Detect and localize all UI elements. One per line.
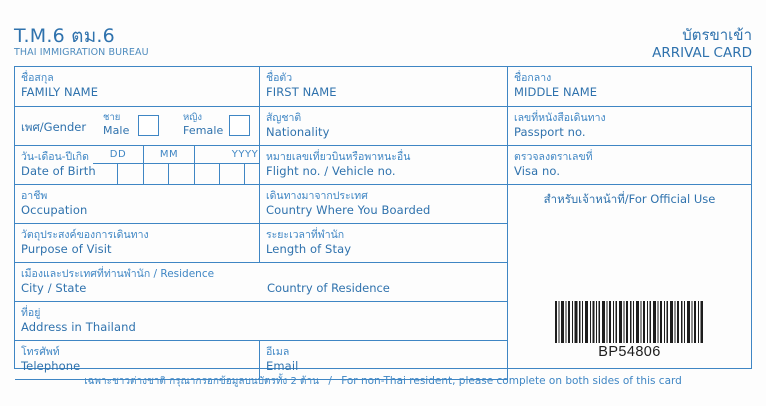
gender-options: เพศ/Gender ชาย Male หญิง Female <box>15 107 259 145</box>
field-address-in-thailand[interactable]: ที่อยู่ Address in Thailand <box>15 302 508 341</box>
dob-group-day: DD <box>93 146 144 184</box>
field-flight-no-label: หมายเลขเที่ยวบินหรือพาหนะอื่น Flight no.… <box>266 151 411 178</box>
field-telephone-label: โทรศัพท์ Telephone <box>21 346 81 373</box>
dob-month-cells <box>144 164 194 184</box>
gender-label: เพศ/Gender <box>21 120 87 134</box>
barcode-area: BP54806 <box>508 301 751 360</box>
dob-day-header: DD <box>93 146 143 164</box>
gender-male-checkbox[interactable] <box>138 115 159 136</box>
field-nationality-label: สัญชาติ Nationality <box>266 112 330 139</box>
field-residence[interactable]: เมืองและประเทศที่ท่านพำนัก / Residence C… <box>15 263 508 302</box>
field-length-of-stay-label: ระยะเวลาที่พำนัก Length of Stay <box>266 229 352 256</box>
field-visa-no[interactable]: ตรวจลงตราเลขที่ Visa no. <box>508 146 751 185</box>
gender-male-label: ชาย Male <box>103 112 130 137</box>
barcode-image <box>554 301 703 343</box>
field-first-name-label: ชื่อตัว FIRST NAME <box>266 72 337 99</box>
field-email-label: อีเมล Email <box>266 346 299 373</box>
field-date-of-birth[interactable]: วัน-เดือน-ปีเกิด Date of Birth DD MM <box>15 146 260 185</box>
card-title-thai: บัตรขาเข้า <box>682 26 752 44</box>
dob-month-cell[interactable] <box>144 164 169 184</box>
field-family-name-label: ชื่อสกุล FAMILY NAME <box>21 72 99 99</box>
field-country-boarded-label: เดินทางมาจากประเทศ Country Where You Boa… <box>266 190 431 217</box>
dob-day-cell[interactable] <box>93 164 118 184</box>
form-code-title: T.M.6 ตม.6 <box>14 25 115 47</box>
dob-year-cell[interactable] <box>195 164 220 184</box>
form-grid: ชื่อสกุล FAMILY NAME ชื่อตัว FIRST NAME … <box>14 66 752 380</box>
dob-month-header: MM <box>144 146 194 164</box>
dob-year-cell[interactable] <box>220 164 245 184</box>
dob-day-cell[interactable] <box>118 164 143 184</box>
field-country-boarded[interactable]: เดินทางมาจากประเทศ Country Where You Boa… <box>260 185 508 224</box>
dob-month-cell[interactable] <box>169 164 194 184</box>
field-date-of-birth-label: วัน-เดือน-ปีเกิด Date of Birth <box>21 151 96 178</box>
bureau-name: THAI IMMIGRATION BUREAU <box>14 47 149 58</box>
official-use-title: สำหรับเจ้าหน้าที่/For Official Use <box>543 192 716 206</box>
card-title-english: ARRIVAL CARD <box>652 45 752 61</box>
field-middle-name[interactable]: ชื่อกลาง MIDDLE NAME <box>508 67 751 107</box>
dob-year-cells <box>195 164 259 184</box>
field-flight-no[interactable]: หมายเลขเที่ยวบินหรือพาหนะอื่น Flight no.… <box>260 146 508 185</box>
field-passport-no[interactable]: เลขที่หนังสือเดินทาง Passport no. <box>508 107 751 146</box>
field-visa-no-label: ตรวจลงตราเลขที่ Visa no. <box>514 151 593 178</box>
field-purpose-of-visit[interactable]: วัตถุประสงค์ของการเดินทาง Purpose of Vis… <box>15 224 260 263</box>
field-first-name[interactable]: ชื่อตัว FIRST NAME <box>260 67 508 107</box>
field-passport-no-label: เลขที่หนังสือเดินทาง Passport no. <box>514 112 606 139</box>
field-telephone[interactable]: โทรศัพท์ Telephone <box>15 341 260 380</box>
field-gender[interactable]: เพศ/Gender ชาย Male หญิง Female <box>15 107 260 146</box>
dob-segment-boxes[interactable]: DD MM YYYY <box>93 146 259 184</box>
dob-group-month: MM <box>144 146 195 184</box>
footer-separator: / <box>328 375 332 387</box>
field-country-of-residence-label: Country of Residence <box>267 281 390 295</box>
dob-year-header: YYYY <box>195 146 259 164</box>
field-address-in-thailand-label: ที่อยู่ Address in Thailand <box>21 307 136 334</box>
footer-english-text: For non-Thai resident, please complete o… <box>341 375 682 387</box>
header-right: บัตรขาเข้า ARRIVAL CARD <box>652 26 752 61</box>
dob-day-cells <box>93 164 143 184</box>
barcode-number: BP54806 <box>598 344 661 360</box>
card-footer: เฉพาะชาวต่างชาติ กรุณากรอกข้อมูลบนบัตรทั… <box>0 374 766 389</box>
field-occupation-label: อาชีพ Occupation <box>21 190 88 217</box>
dob-year-cell[interactable] <box>245 164 259 184</box>
footer-thai-text: เฉพาะชาวต่างชาติ กรุณากรอกข้อมูลบนบัตรทั… <box>84 376 319 387</box>
field-purpose-of-visit-label: วัตถุประสงค์ของการเดินทาง Purpose of Vis… <box>21 229 149 256</box>
card-header: T.M.6 ตม.6 THAI IMMIGRATION BUREAU บัตรข… <box>14 26 752 64</box>
field-residence-label: เมืองและประเทศที่ท่านพำนัก / Residence C… <box>21 268 215 295</box>
header-left: T.M.6 ตม.6 THAI IMMIGRATION BUREAU <box>14 26 149 59</box>
field-nationality[interactable]: สัญชาติ Nationality <box>260 107 508 146</box>
field-middle-name-label: ชื่อกลาง MIDDLE NAME <box>514 72 598 99</box>
official-use-panel: สำหรับเจ้าหน้าที่/For Official Use <box>508 185 751 368</box>
field-occupation[interactable]: อาชีพ Occupation <box>15 185 260 224</box>
dob-group-year: YYYY <box>195 146 259 184</box>
field-length-of-stay[interactable]: ระยะเวลาที่พำนัก Length of Stay <box>260 224 508 263</box>
field-family-name[interactable]: ชื่อสกุล FAMILY NAME <box>15 67 260 107</box>
gender-female-label: หญิง Female <box>183 112 224 137</box>
gender-female-checkbox[interactable] <box>229 115 250 136</box>
field-email[interactable]: อีเมล Email <box>260 341 508 380</box>
